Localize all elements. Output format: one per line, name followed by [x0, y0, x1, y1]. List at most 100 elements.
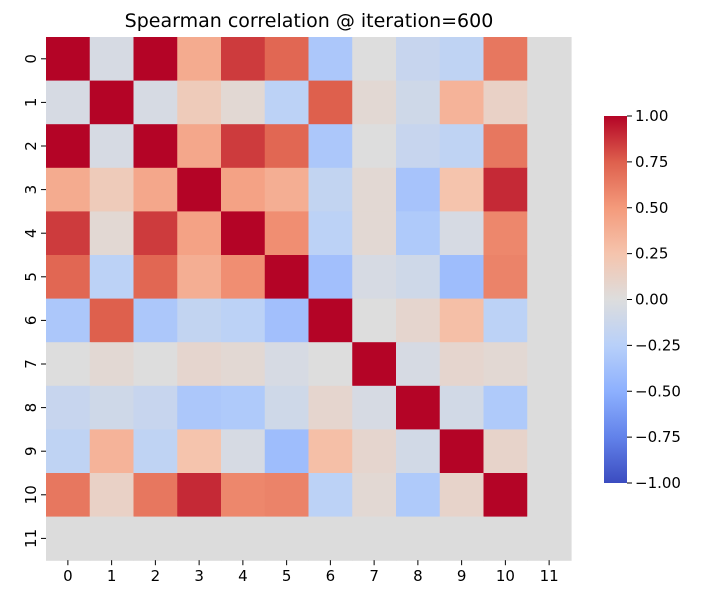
heatmap-cell-r2-c4	[221, 124, 266, 169]
heatmap-cell-r7-c1	[89, 342, 135, 387]
heatmap-cell-r7-c9	[439, 342, 485, 387]
heatmap-cell-r4-c4	[221, 211, 266, 256]
heatmap-cell-r9-c1	[89, 429, 135, 474]
heatmap-cell-r11-c2	[133, 516, 178, 561]
heatmap-cell-r4-c11	[527, 211, 572, 256]
heatmap-cell-r1-c6	[308, 80, 353, 125]
heatmap-cell-r11-c10	[483, 516, 528, 561]
colorbar-ticks: 1.00 0.75 0.50 0.25 0.00 −0.25 −0.50 −0.75 −1.00	[627, 107, 681, 492]
heatmap-cell-r3-c5	[264, 167, 310, 212]
colorbar-tick-label-7: −0.75	[635, 428, 681, 446]
heatmap-cell-r1-c8	[396, 80, 441, 125]
y-tick-label-5: 5	[22, 272, 40, 282]
x-tick-label-1: 1	[107, 567, 117, 585]
colorbar-tick-label-4: 0.00	[635, 291, 668, 309]
heatmap-cell-r0-c4	[221, 37, 266, 82]
heatmap-cell-r7-c4	[221, 342, 266, 387]
heatmap-cell-r3-c4	[221, 167, 266, 212]
heatmap-cell-r9-c7	[352, 429, 397, 474]
heatmap-cell-r6-c10	[483, 298, 528, 343]
heatmap-cell-r5-c7	[352, 255, 397, 300]
heatmap-cell-r8-c11	[527, 385, 572, 430]
heatmap-cell-r8-c1	[89, 385, 135, 430]
heatmap-cell-r5-c8	[396, 255, 441, 300]
heatmap-cell-r11-c1	[89, 516, 135, 561]
heatmap-cell-r1-c3	[177, 80, 222, 125]
y-tick-label-7: 7	[22, 359, 40, 369]
heatmap-cell-r2-c2	[133, 124, 178, 169]
heatmap-cell-r2-c1	[89, 124, 135, 169]
heatmap-cell-r10-c7	[352, 473, 397, 518]
heatmap-cell-r5-c6	[308, 255, 353, 300]
heatmap-cell-r10-c1	[89, 473, 135, 518]
heatmap-cell-r7-c5	[264, 342, 310, 387]
heatmap-cell-r0-c9	[439, 37, 485, 82]
heatmap-cell-r7-c8	[396, 342, 441, 387]
x-tick-label-2: 2	[151, 567, 161, 585]
y-axis-ticks: 0 1 2 3 4 5 6 7 8 9 10 11	[22, 54, 46, 548]
colorbar-tick-label-3: 0.25	[635, 245, 668, 263]
heatmap-cell-r6-c3	[177, 298, 222, 343]
heatmap-cell-r3-c11	[527, 167, 572, 212]
heatmap-cell-r5-c9	[439, 255, 485, 300]
heatmap-cell-r3-c1	[89, 167, 135, 212]
heatmap-cell-r3-c0	[46, 167, 91, 212]
heatmap-cell-r11-c0	[46, 516, 91, 561]
heatmap-cell-r2-c5	[264, 124, 310, 169]
heatmap-cell-r4-c10	[483, 211, 528, 256]
heatmap-cell-r10-c0	[46, 473, 91, 518]
heatmap-cell-r0-c8	[396, 37, 441, 82]
heatmap-cell-r10-c2	[133, 473, 178, 518]
heatmap-cell-r2-c0	[46, 124, 91, 169]
heatmap-cell-r4-c6	[308, 211, 353, 256]
heatmap-cell-r6-c6	[308, 298, 353, 343]
heatmap-cell-r6-c11	[527, 298, 572, 343]
heatmap-cell-r9-c2	[133, 429, 178, 474]
heatmap-cell-r4-c8	[396, 211, 441, 256]
heatmap-cell-r10-c6	[308, 473, 353, 518]
heatmap-cell-r5-c4	[221, 255, 266, 300]
heatmap-cell-r2-c9	[439, 124, 485, 169]
heatmap-cell-r4-c9	[439, 211, 485, 256]
y-tick-label-11: 11	[22, 529, 40, 548]
heatmap-cell-r1-c2	[133, 80, 178, 125]
heatmap-cell-r1-c11	[527, 80, 572, 125]
heatmap-cell-r0-c2	[133, 37, 178, 82]
heatmap-cell-r7-c7	[352, 342, 397, 387]
heatmap-cell-r8-c8	[396, 385, 441, 430]
heatmap-cell-r6-c9	[439, 298, 485, 343]
heatmap-cell-r9-c8	[396, 429, 441, 474]
heatmap-cell-r9-c9	[439, 429, 485, 474]
y-tick-label-4: 4	[22, 228, 40, 238]
heatmap-cell-r9-c5	[264, 429, 310, 474]
heatmap-cell-r0-c6	[308, 37, 353, 82]
heatmap-cell-r8-c2	[133, 385, 178, 430]
heatmap-cell-r0-c5	[264, 37, 310, 82]
heatmap-cell-r7-c11	[527, 342, 572, 387]
heatmap-cell-r7-c0	[46, 342, 91, 387]
heatmap-cells	[46, 37, 572, 561]
heatmap-cell-r1-c4	[221, 80, 266, 125]
heatmap-cell-r5-c10	[483, 255, 528, 300]
y-tick-label-0: 0	[22, 54, 40, 64]
heatmap-cell-r8-c7	[352, 385, 397, 430]
x-tick-label-6: 6	[326, 567, 336, 585]
heatmap-cell-r5-c3	[177, 255, 222, 300]
heatmap-cell-r10-c5	[264, 473, 310, 518]
heatmap-cell-r8-c3	[177, 385, 222, 430]
heatmap-cell-r8-c9	[439, 385, 485, 430]
heatmap-cell-r0-c7	[352, 37, 397, 82]
heatmap-cell-r9-c10	[483, 429, 528, 474]
heatmap-cell-r9-c4	[221, 429, 266, 474]
heatmap-cell-r6-c4	[221, 298, 266, 343]
heatmap-cell-r6-c1	[89, 298, 135, 343]
y-tick-label-3: 3	[22, 185, 40, 195]
heatmap-cell-r7-c6	[308, 342, 353, 387]
colorbar-tick-label-8: −1.00	[635, 474, 681, 492]
x-tick-label-8: 8	[413, 567, 423, 585]
heatmap-cell-r3-c7	[352, 167, 397, 212]
heatmap-cell-r11-c5	[264, 516, 310, 561]
heatmap-cell-r6-c7	[352, 298, 397, 343]
heatmap-cell-r5-c5	[264, 255, 310, 300]
